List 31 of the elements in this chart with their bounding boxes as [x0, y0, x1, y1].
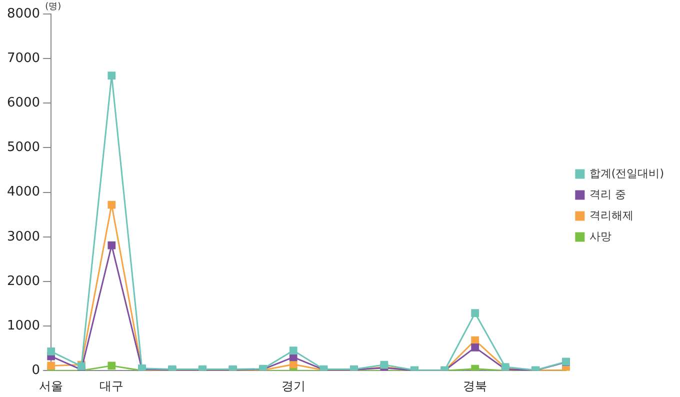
y-axis-title: (명) — [45, 2, 62, 12]
y-tick-label: 0 — [32, 362, 40, 378]
y-tick-label: 8000 — [6, 6, 40, 22]
point — [471, 309, 479, 318]
y-tick-label: 5000 — [6, 140, 40, 156]
point — [108, 72, 116, 80]
legend-label: 격리 중 — [589, 188, 626, 201]
legend-label: 합계(전일대비) — [589, 166, 664, 180]
x-tick-label: 대구 — [100, 378, 124, 393]
point — [108, 362, 116, 370]
point — [108, 241, 116, 250]
point — [380, 360, 388, 369]
x-tick-label: 경기 — [281, 378, 306, 393]
y-tick-label: 2000 — [6, 274, 40, 289]
point — [47, 362, 56, 370]
legend-label: 사망 — [589, 230, 612, 243]
y-tick-label: 3000 — [6, 229, 40, 244]
point — [471, 336, 479, 344]
point — [289, 360, 298, 368]
x-tick-label: 경북 — [463, 378, 488, 393]
x-tick-label: 서울 — [39, 378, 64, 393]
y-tick-label: 4000 — [6, 184, 40, 200]
y-tick-label: 1000 — [6, 318, 40, 334]
y-tick-label: 7000 — [6, 50, 40, 66]
point — [289, 346, 298, 354]
point — [471, 343, 479, 352]
legend-label: 격리해제 — [589, 208, 634, 222]
point — [471, 364, 479, 371]
y-tick-label: 6000 — [6, 96, 40, 111]
point — [108, 200, 116, 209]
point — [47, 348, 56, 356]
